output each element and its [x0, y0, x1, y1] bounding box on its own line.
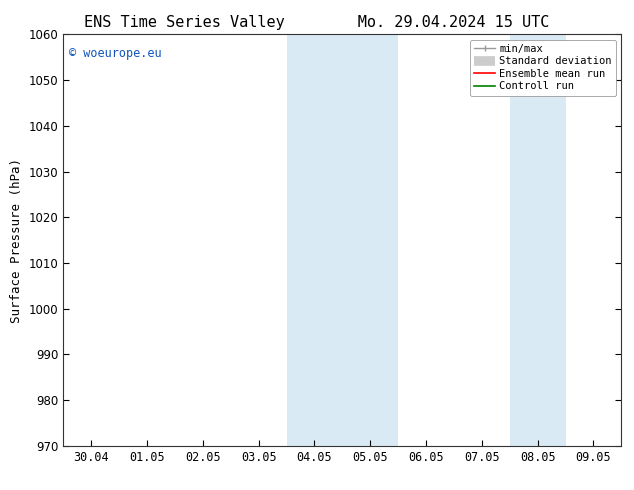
Bar [287, 34, 342, 446]
Bar [342, 34, 398, 446]
Legend: min/max, Standard deviation, Ensemble mean run, Controll run: min/max, Standard deviation, Ensemble me… [470, 40, 616, 96]
Text: ENS Time Series Valley        Mo. 29.04.2024 15 UTC: ENS Time Series Valley Mo. 29.04.2024 15… [84, 15, 550, 30]
Y-axis label: Surface Pressure (hPa): Surface Pressure (hPa) [10, 158, 23, 322]
Text: © woeurope.eu: © woeurope.eu [69, 47, 162, 60]
Bar [510, 34, 566, 446]
